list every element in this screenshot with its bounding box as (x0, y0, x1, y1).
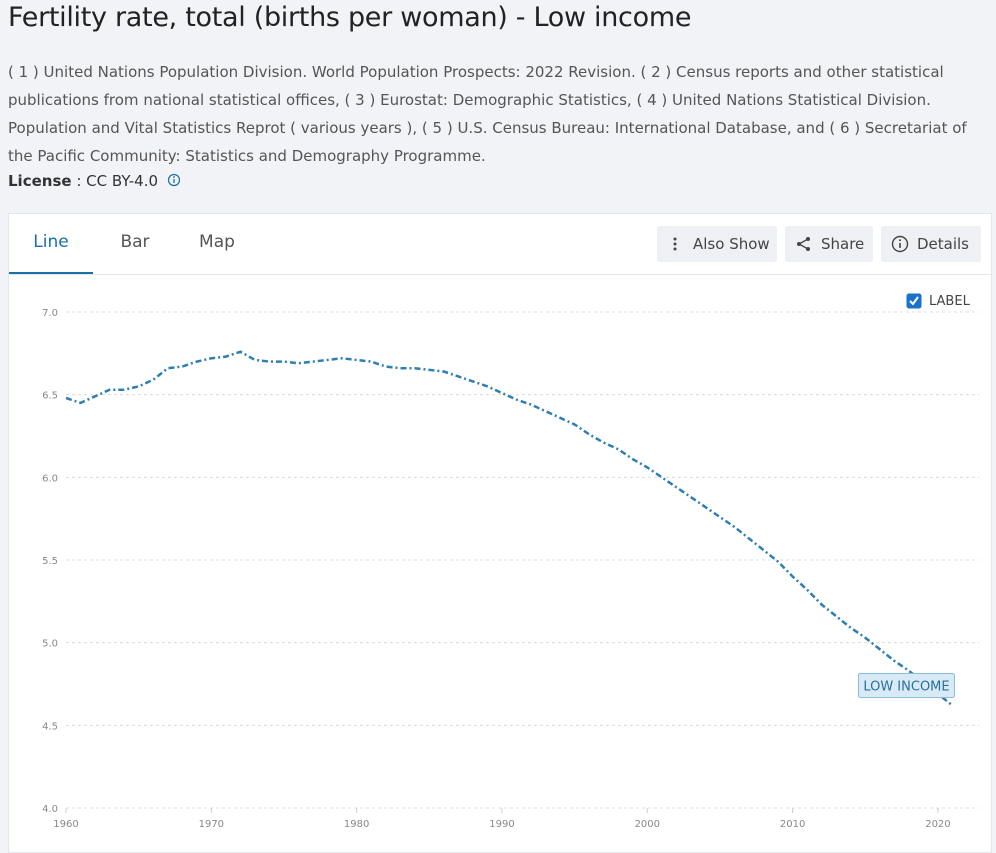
tab[interactable]: Line (9, 214, 93, 274)
x-tick-label: 2000 (635, 819, 660, 830)
series-line (65, 350, 954, 707)
license: License : CC BY-4.0 (8, 172, 181, 190)
button-label: Also Show (693, 235, 770, 253)
share-icon (797, 237, 810, 251)
info-icon[interactable] (167, 173, 181, 187)
x-tick-label: 1960 (53, 819, 78, 830)
y-tick-label: 6.5 (42, 391, 58, 402)
page-title: Fertility rate, total (births per woman)… (8, 2, 692, 33)
tab[interactable]: Map (199, 232, 235, 252)
y-tick-label: 4.5 (42, 721, 58, 732)
sources: ( 1 ) United Nations Population Division… (8, 63, 967, 165)
share-button[interactable]: Share (785, 226, 873, 262)
series-label: LOW INCOME (863, 679, 949, 694)
x-tick-label: 2010 (780, 819, 805, 830)
y-tick-label: 4.0 (42, 804, 58, 815)
y-tick-label: 5.5 (42, 556, 58, 567)
x-tick-label: 1970 (199, 819, 224, 830)
chart: 4.0 4.5 5.0 5.5 6.0 6.5 7.0 1960 1970 1980 1990 200… (42, 293, 979, 830)
button-label: Details (917, 235, 970, 253)
checkmark (909, 296, 919, 306)
license-value: CC BY-4.0 (86, 172, 159, 190)
also-show-button[interactable]: Also Show (657, 226, 777, 262)
dots-icon (673, 237, 677, 251)
series-label-box (857, 672, 955, 698)
button-label: Share (821, 235, 865, 253)
y-tick-label: 7.0 (42, 308, 58, 319)
license-separator: : (76, 172, 82, 190)
label-toggle[interactable]: LABEL (906, 293, 971, 309)
details-button[interactable]: Details (881, 226, 981, 262)
license-label: License (8, 172, 72, 190)
x-tick-label: 1980 (344, 819, 369, 830)
tab-bar: Line Bar Map Also Show Share Details (9, 214, 991, 275)
x-tick-label: 1990 (489, 819, 514, 830)
toggle-label: LABEL (929, 294, 971, 309)
x-tick-label: 2020 (925, 819, 950, 830)
y-tick-label: 6.0 (42, 473, 58, 484)
tab[interactable]: Bar (120, 232, 150, 252)
info-icon (891, 235, 909, 253)
y-tick-label: 5.0 (42, 639, 58, 650)
chart-card: Line Bar Map Also Show Share Details 4.0… (8, 213, 992, 853)
